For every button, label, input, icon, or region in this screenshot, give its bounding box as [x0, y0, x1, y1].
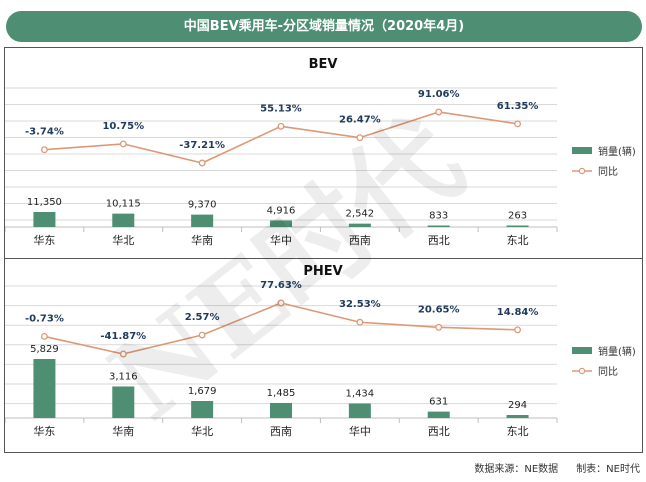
x-tick-label: 华东 — [33, 424, 55, 438]
footer-source: 数据来源：NE数据 — [474, 464, 559, 475]
bar-value-label: 5,829 — [30, 344, 59, 355]
yoy-point — [198, 331, 206, 339]
bar-value-label: 833 — [429, 211, 448, 222]
legend-line-label: 同比 — [598, 366, 618, 378]
bar-value-label: 263 — [508, 211, 527, 222]
footer-maker: 制表：NE时代 — [576, 464, 640, 475]
x-tick-label: 华北 — [112, 233, 134, 247]
bar-value-label: 631 — [429, 397, 448, 408]
bar — [191, 214, 214, 227]
bar-value-label: 11,350 — [27, 197, 62, 208]
legend-bar-label: 销量(辆) — [598, 145, 636, 158]
phev-chart: PHEV 5,829 3,116 1,679 1,485 1,434 631 294 华东 华南 华… — [5, 264, 636, 438]
yoy-point — [40, 332, 48, 340]
yoy-value-label: 10.75% — [102, 121, 144, 132]
yoy-value-label: 14.84% — [497, 307, 539, 318]
bar-value-label: 2,542 — [346, 209, 375, 220]
legend-line-label: 同比 — [598, 166, 618, 178]
yoy-point — [514, 120, 522, 128]
yoy-value-label: 55.13% — [260, 103, 302, 114]
yoy-value-label: -3.74% — [25, 127, 64, 138]
x-tick-label: 西北 — [428, 425, 450, 438]
bar-value-label: 1,679 — [188, 386, 217, 397]
bar-value-label: 294 — [508, 400, 527, 411]
yoy-point — [356, 134, 364, 142]
panel-divider — [4, 258, 643, 259]
legend-bar-swatch — [572, 347, 592, 354]
bar — [427, 225, 450, 227]
bar — [33, 212, 56, 227]
yoy-value-label: 2.57% — [185, 312, 220, 323]
bar — [191, 401, 214, 418]
x-tick-label: 华南 — [191, 233, 213, 247]
yoy-value-label: 20.65% — [418, 304, 460, 315]
legend-bar-label: 销量(辆) — [598, 345, 636, 358]
yoy-point — [435, 323, 443, 331]
x-tick-label: 华东 — [33, 233, 55, 247]
yoy-value-label: 61.35% — [497, 101, 539, 112]
bar-value-label: 3,116 — [109, 371, 138, 382]
x-tick-label: 东北 — [507, 425, 529, 438]
legend-bar-swatch — [572, 147, 592, 154]
bar-value-label: 9,370 — [188, 200, 217, 211]
yoy-value-label: -41.87% — [100, 331, 146, 342]
bar — [348, 403, 371, 418]
yoy-value-label: 91.06% — [418, 89, 460, 100]
bev-chart: BEV 11,350 10,115 9,370 4,916 2,542 833 263 华东 华北… — [5, 57, 636, 247]
yoy-point — [514, 326, 522, 334]
x-tick-label: 华中 — [349, 424, 371, 438]
x-tick-label: 华南 — [112, 424, 134, 438]
bar — [427, 411, 450, 418]
chart-title: PHEV — [303, 264, 342, 279]
legend-line-marker — [578, 367, 586, 375]
bar-value-label: 10,115 — [106, 199, 141, 210]
bar — [112, 213, 135, 227]
yoy-point — [277, 299, 285, 307]
yoy-value-label: 77.63% — [260, 280, 302, 291]
yoy-value-label: -37.21% — [179, 140, 225, 151]
bar-value-label: 1,434 — [346, 388, 375, 399]
yoy-point — [435, 108, 443, 116]
x-tick-label: 西北 — [428, 234, 450, 247]
page-title: 中国BEV乘用车-分区域销量情况（2020年4月) — [6, 11, 642, 42]
yoy-point — [119, 140, 127, 148]
yoy-point — [40, 146, 48, 154]
yoy-value-label: 26.47% — [339, 115, 381, 126]
bar — [506, 225, 529, 227]
bar — [506, 415, 529, 418]
legend-line-marker — [578, 167, 586, 175]
yoy-value-label: -0.73% — [25, 313, 64, 324]
x-tick-label: 西南 — [270, 425, 292, 438]
yoy-point — [277, 122, 285, 130]
bar — [33, 359, 56, 418]
bar — [112, 386, 135, 418]
chart-title: BEV — [309, 57, 338, 72]
bar — [270, 402, 292, 418]
bar-value-label: 4,916 — [267, 206, 296, 217]
chart-frame — [4, 47, 643, 453]
x-tick-label: 华中 — [270, 233, 292, 247]
footer: 数据来源：NE数据 制表：NE时代 — [474, 460, 640, 475]
yoy-point — [198, 159, 206, 167]
bar — [270, 220, 292, 227]
bar-value-label: 1,485 — [267, 388, 296, 399]
yoy-point — [119, 350, 127, 358]
yoy-value-label: 32.53% — [339, 299, 381, 310]
bar — [348, 223, 371, 227]
x-tick-label: 华北 — [191, 424, 213, 438]
yoy-point — [356, 318, 364, 326]
x-tick-label: 东北 — [507, 234, 529, 247]
x-tick-label: 西南 — [349, 234, 371, 247]
